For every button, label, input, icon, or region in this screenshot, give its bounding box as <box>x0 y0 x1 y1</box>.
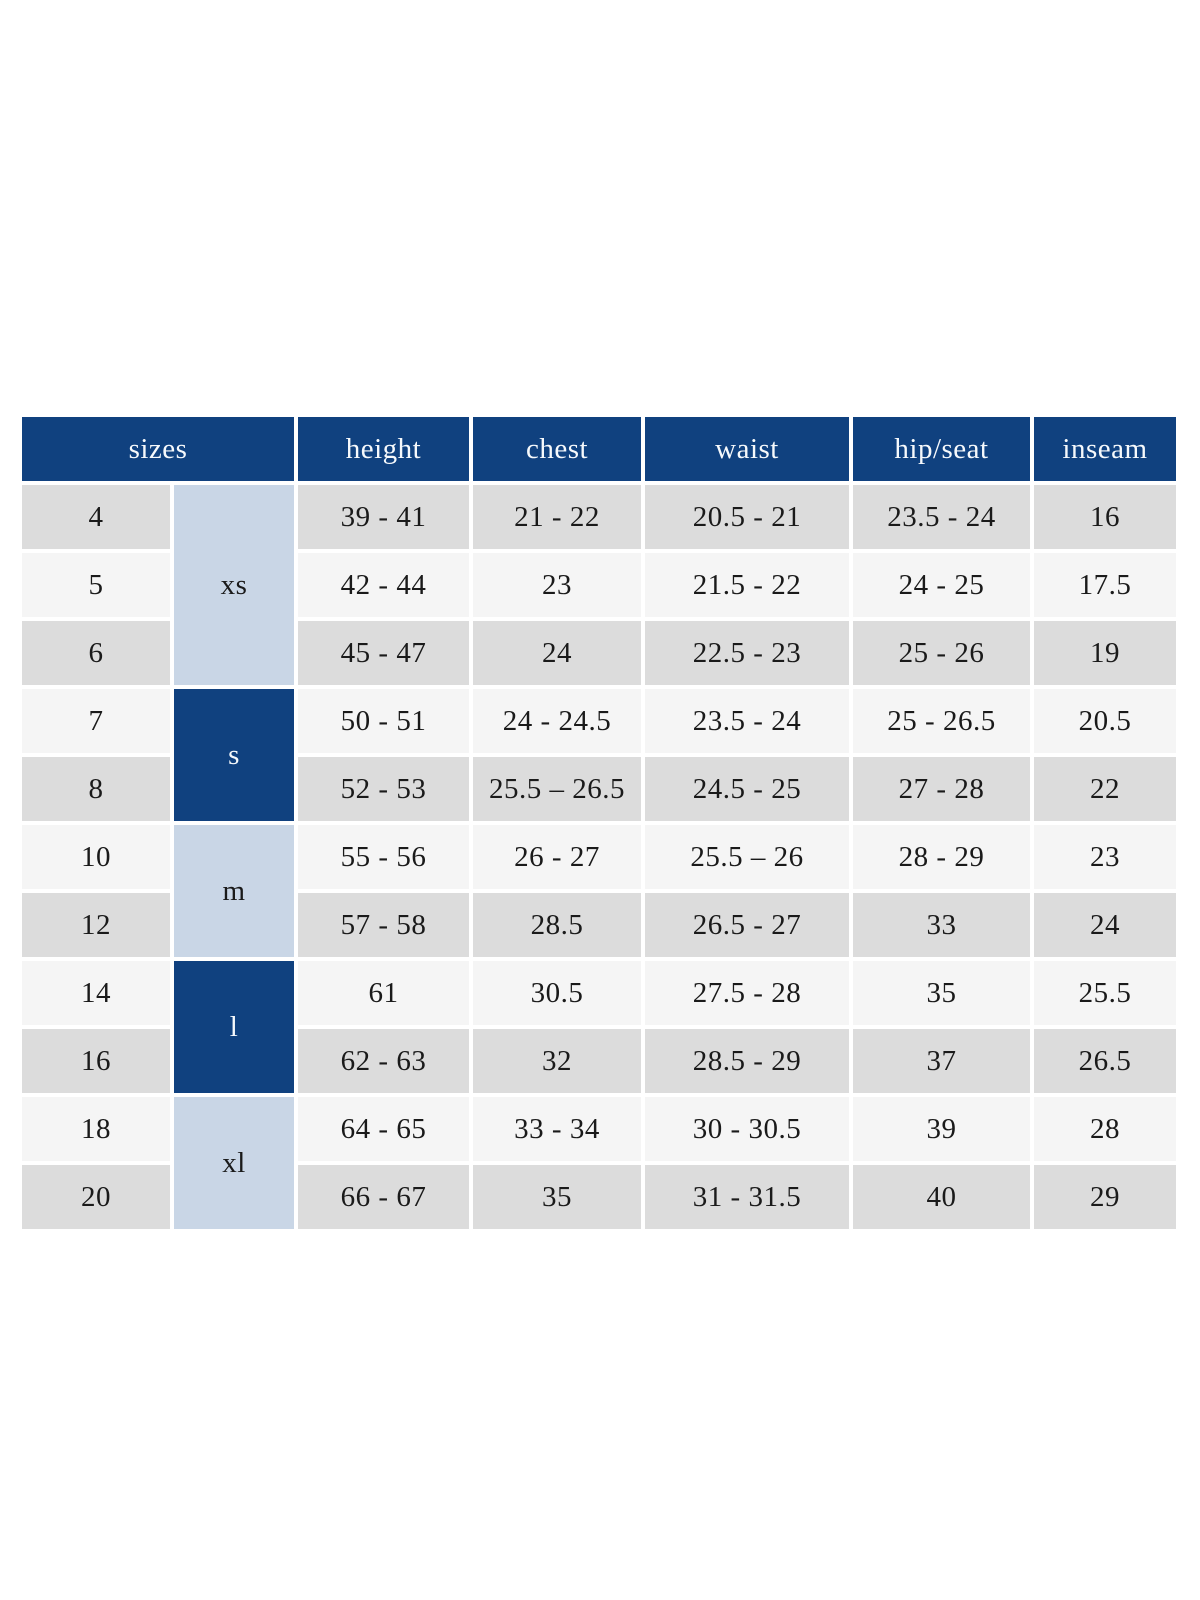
size-cell: 10 <box>22 825 170 889</box>
chest-cell: 26 - 27 <box>473 825 641 889</box>
chest-cell: 23 <box>473 553 641 617</box>
hip-seat-cell: 35 <box>853 961 1030 1025</box>
column-header-sizes: sizes <box>22 417 294 481</box>
size-cell: 14 <box>22 961 170 1025</box>
waist-cell: 28.5 - 29 <box>645 1029 849 1093</box>
size-cell: 7 <box>22 689 170 753</box>
height-cell: 45 - 47 <box>298 621 469 685</box>
height-cell: 64 - 65 <box>298 1097 469 1161</box>
size-cell: 4 <box>22 485 170 549</box>
chest-cell: 30.5 <box>473 961 641 1025</box>
hip-seat-cell: 24 - 25 <box>853 553 1030 617</box>
waist-cell: 22.5 - 23 <box>645 621 849 685</box>
height-cell: 42 - 44 <box>298 553 469 617</box>
waist-cell: 23.5 - 24 <box>645 689 849 753</box>
height-cell: 62 - 63 <box>298 1029 469 1093</box>
inseam-cell: 24 <box>1034 893 1176 957</box>
inseam-cell: 26.5 <box>1034 1029 1176 1093</box>
height-cell: 55 - 56 <box>298 825 469 889</box>
height-cell: 61 <box>298 961 469 1025</box>
size-cell: 6 <box>22 621 170 685</box>
size-group-cell-m: m <box>174 825 294 957</box>
size-group-cell-s: s <box>174 689 294 821</box>
column-header-inseam: inseam <box>1034 417 1176 481</box>
size-cell: 18 <box>22 1097 170 1161</box>
height-cell: 66 - 67 <box>298 1165 469 1229</box>
size-group-cell-xl: xl <box>174 1097 294 1229</box>
inseam-cell: 20.5 <box>1034 689 1176 753</box>
hip-seat-cell: 27 - 28 <box>853 757 1030 821</box>
hip-seat-cell: 25 - 26 <box>853 621 1030 685</box>
height-cell: 39 - 41 <box>298 485 469 549</box>
column-header-chest: chest <box>473 417 641 481</box>
waist-cell: 24.5 - 25 <box>645 757 849 821</box>
height-cell: 57 - 58 <box>298 893 469 957</box>
chest-cell: 24 - 24.5 <box>473 689 641 753</box>
waist-cell: 31 - 31.5 <box>645 1165 849 1229</box>
chest-cell: 24 <box>473 621 641 685</box>
chest-cell: 25.5 – 26.5 <box>473 757 641 821</box>
waist-cell: 26.5 - 27 <box>645 893 849 957</box>
waist-cell: 27.5 - 28 <box>645 961 849 1025</box>
column-header-hip-seat: hip/seat <box>853 417 1030 481</box>
inseam-cell: 29 <box>1034 1165 1176 1229</box>
waist-cell: 21.5 - 22 <box>645 553 849 617</box>
inseam-cell: 25.5 <box>1034 961 1176 1025</box>
size-cell: 5 <box>22 553 170 617</box>
size-cell: 12 <box>22 893 170 957</box>
size-group-cell-xs: xs <box>174 485 294 685</box>
inseam-cell: 23 <box>1034 825 1176 889</box>
waist-cell: 20.5 - 21 <box>645 485 849 549</box>
chest-cell: 33 - 34 <box>473 1097 641 1161</box>
inseam-cell: 17.5 <box>1034 553 1176 617</box>
column-header-waist: waist <box>645 417 849 481</box>
chest-cell: 28.5 <box>473 893 641 957</box>
height-cell: 50 - 51 <box>298 689 469 753</box>
column-header-height: height <box>298 417 469 481</box>
hip-seat-cell: 33 <box>853 893 1030 957</box>
size-cell: 8 <box>22 757 170 821</box>
height-cell: 52 - 53 <box>298 757 469 821</box>
chest-cell: 35 <box>473 1165 641 1229</box>
chest-cell: 32 <box>473 1029 641 1093</box>
inseam-cell: 16 <box>1034 485 1176 549</box>
inseam-cell: 22 <box>1034 757 1176 821</box>
hip-seat-cell: 28 - 29 <box>853 825 1030 889</box>
waist-cell: 30 - 30.5 <box>645 1097 849 1161</box>
hip-seat-cell: 25 - 26.5 <box>853 689 1030 753</box>
size-cell: 16 <box>22 1029 170 1093</box>
size-group-cell-l: l <box>174 961 294 1093</box>
hip-seat-cell: 40 <box>853 1165 1030 1229</box>
inseam-cell: 19 <box>1034 621 1176 685</box>
hip-seat-cell: 39 <box>853 1097 1030 1161</box>
inseam-cell: 28 <box>1034 1097 1176 1161</box>
hip-seat-cell: 37 <box>853 1029 1030 1093</box>
size-cell: 20 <box>22 1165 170 1229</box>
waist-cell: 25.5 – 26 <box>645 825 849 889</box>
hip-seat-cell: 23.5 - 24 <box>853 485 1030 549</box>
chest-cell: 21 - 22 <box>473 485 641 549</box>
size-chart-table: sizes height chest waist hip/seat inseam… <box>22 417 1176 1229</box>
